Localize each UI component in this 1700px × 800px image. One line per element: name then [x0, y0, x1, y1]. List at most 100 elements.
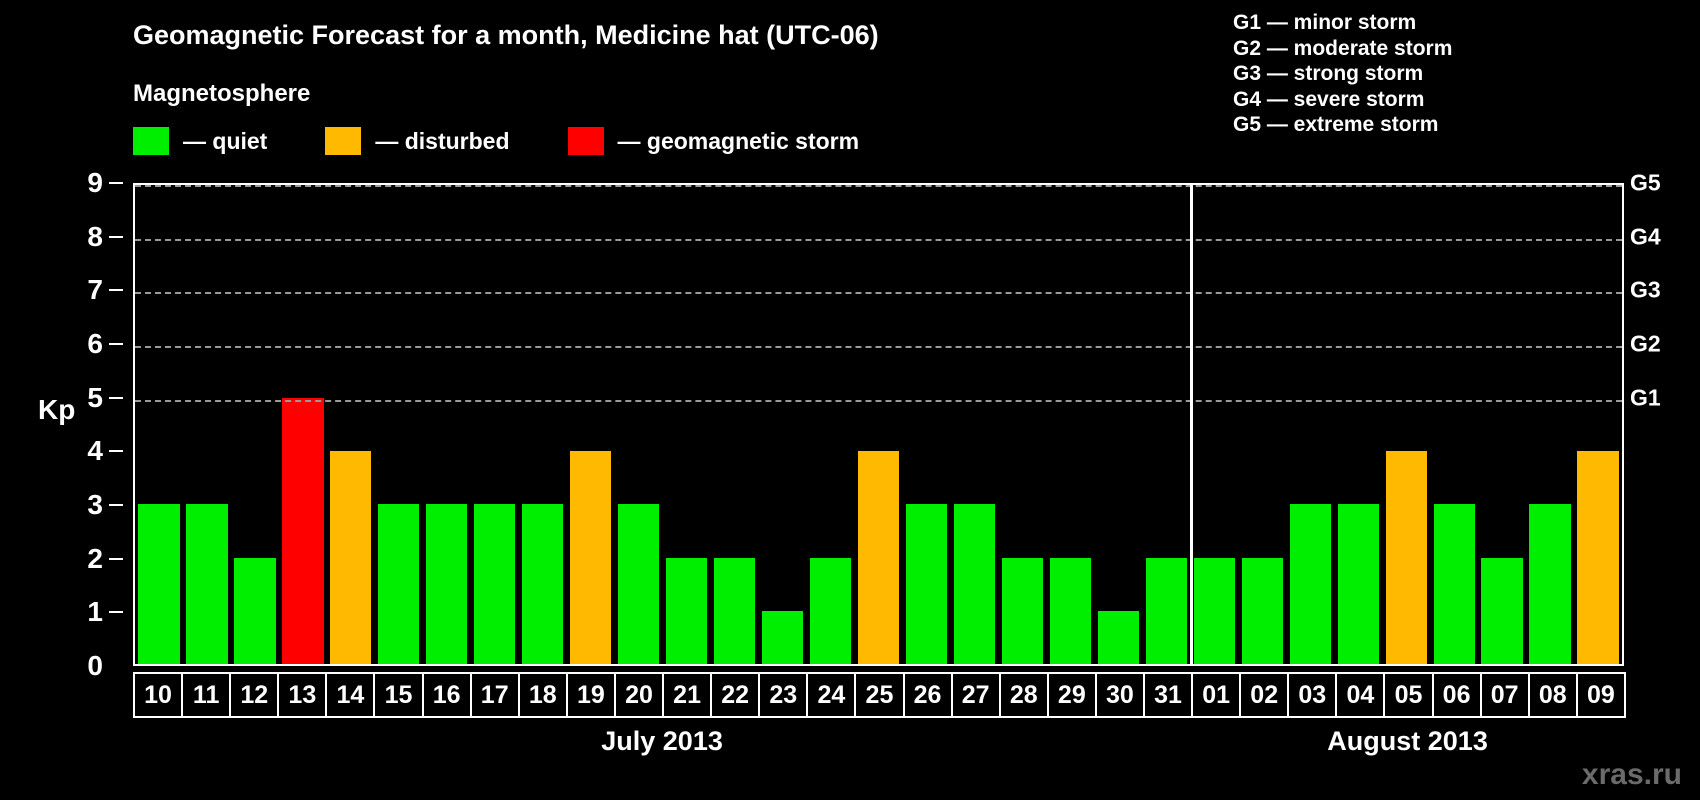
bar-15[interactable] [378, 504, 420, 664]
bar-cell [135, 185, 183, 664]
date-label-24: 24 [806, 672, 857, 718]
date-label-08: 08 [1527, 672, 1578, 718]
bar-cell [1190, 185, 1238, 664]
bar-24[interactable] [809, 557, 852, 664]
date-label-20: 20 [613, 672, 665, 718]
bar-cell [1574, 185, 1622, 664]
month-label: August 2013 [1327, 726, 1488, 756]
date-label-28: 28 [998, 672, 1049, 718]
bar-cell [423, 185, 471, 664]
bar-25[interactable] [857, 451, 900, 664]
g-axis-label-g3: G3 [1630, 276, 1661, 303]
date-label-30: 30 [1094, 672, 1145, 718]
y-tick-mark-4 [109, 450, 123, 453]
y-tick-label-0: 0 [87, 650, 103, 681]
bar-02[interactable] [1241, 557, 1283, 664]
bar-13[interactable] [282, 397, 324, 664]
bar-26[interactable] [905, 504, 948, 664]
bar-cell [1382, 185, 1430, 664]
bar-31[interactable] [1145, 557, 1187, 664]
y-tick-mark-8 [109, 235, 123, 238]
date-label-02: 02 [1239, 672, 1290, 718]
y-tick-label-6: 6 [87, 328, 103, 359]
date-label-06: 06 [1431, 672, 1482, 718]
bar-21[interactable] [666, 557, 708, 664]
legend-label-disturbed: — disturbed [375, 127, 510, 154]
bar-30[interactable] [1097, 610, 1139, 664]
plot-frame [133, 183, 1624, 666]
bar-28[interactable] [1001, 557, 1044, 664]
bar-01[interactable] [1193, 557, 1235, 664]
bar-09[interactable] [1577, 451, 1619, 664]
legend-swatch-disturbed [325, 127, 362, 155]
bar-04[interactable] [1337, 504, 1379, 664]
y-tick-mark-2 [109, 557, 123, 560]
date-label-07: 07 [1479, 672, 1530, 718]
bar-cell [567, 185, 615, 664]
month-labels: July 2013 August 2013 [133, 726, 1624, 766]
bar-10[interactable] [138, 504, 180, 664]
date-label-15: 15 [373, 672, 424, 718]
bar-cell [1142, 185, 1190, 664]
date-label-14: 14 [325, 672, 376, 718]
bar-27[interactable] [953, 504, 996, 664]
bar-06[interactable] [1433, 504, 1475, 664]
bar-11[interactable] [186, 504, 228, 664]
bar-18[interactable] [522, 504, 564, 664]
g-axis: G5 G4 G3 G2 G1 [1630, 170, 1700, 666]
legend-item-quiet: — quiet [133, 127, 267, 155]
date-label-23: 23 [758, 672, 809, 718]
bar-03[interactable] [1289, 504, 1331, 664]
bar-cell [327, 185, 375, 664]
y-tick-mark-7 [109, 289, 123, 292]
bar-cell [615, 185, 663, 664]
y-tick-label-1: 1 [87, 596, 103, 628]
storm-scale-g5: G5 — extreme storm [1233, 113, 1439, 136]
bar-29[interactable] [1049, 557, 1092, 664]
bar-07[interactable] [1481, 557, 1523, 664]
bar-20[interactable] [618, 504, 660, 664]
date-label-11: 11 [181, 672, 232, 718]
bar-series [135, 185, 1622, 664]
gridline-kp-7 [135, 292, 1622, 295]
bar-19[interactable] [570, 451, 612, 664]
gridline-kp-9 [135, 185, 1622, 187]
storm-scale-g4: G4 — severe storm [1233, 87, 1425, 111]
bar-22[interactable] [713, 557, 756, 664]
date-label-12: 12 [229, 672, 280, 718]
legend-label-storm: — geomagnetic storm [617, 127, 860, 154]
bar-cell [807, 185, 855, 664]
y-tick-mark-1 [109, 611, 123, 614]
date-label-16: 16 [421, 672, 472, 718]
y-tick-mark-6 [109, 343, 123, 345]
bar-17[interactable] [474, 504, 516, 664]
y-tick-label-2: 2 [87, 542, 103, 574]
gridline-kp-5 [135, 399, 1622, 402]
bar-12[interactable] [234, 557, 276, 664]
bar-08[interactable] [1529, 504, 1571, 664]
magnetosphere-legend: — quiet — disturbed — geomagnetic storm [133, 127, 917, 155]
bar-23[interactable] [761, 610, 804, 664]
bar-cell [1286, 185, 1334, 664]
storm-scale-g1: G1 — minor storm [1233, 11, 1417, 34]
storm-scale-g2: G2 — moderate storm [1233, 36, 1453, 60]
legend-swatch-storm [567, 127, 604, 155]
legend-item-disturbed: — disturbed [325, 127, 510, 155]
legend-label-quiet: — quiet [183, 127, 268, 154]
gridline-kp-8 [135, 238, 1622, 241]
y-tick-label-4: 4 [87, 435, 103, 467]
bar-14[interactable] [330, 451, 372, 664]
bar-16[interactable] [426, 504, 468, 664]
chart-plot-area [133, 183, 1624, 666]
date-label-21: 21 [662, 672, 713, 718]
y-tick-label-7: 7 [87, 274, 103, 306]
legend-swatch-quiet [133, 127, 169, 155]
x-axis-date-labels: 10 11 12 13 14 15 16 17 18 19 20 21 22 23 24 25 26 27 28 29… [133, 672, 1626, 718]
bar-cell [183, 185, 231, 664]
bar-05[interactable] [1385, 451, 1427, 664]
date-label-18: 18 [517, 672, 568, 718]
date-label-05: 05 [1383, 672, 1434, 718]
bar-cell [759, 185, 807, 664]
bar-cell [711, 185, 759, 664]
y-tick-label-8: 8 [87, 220, 103, 252]
